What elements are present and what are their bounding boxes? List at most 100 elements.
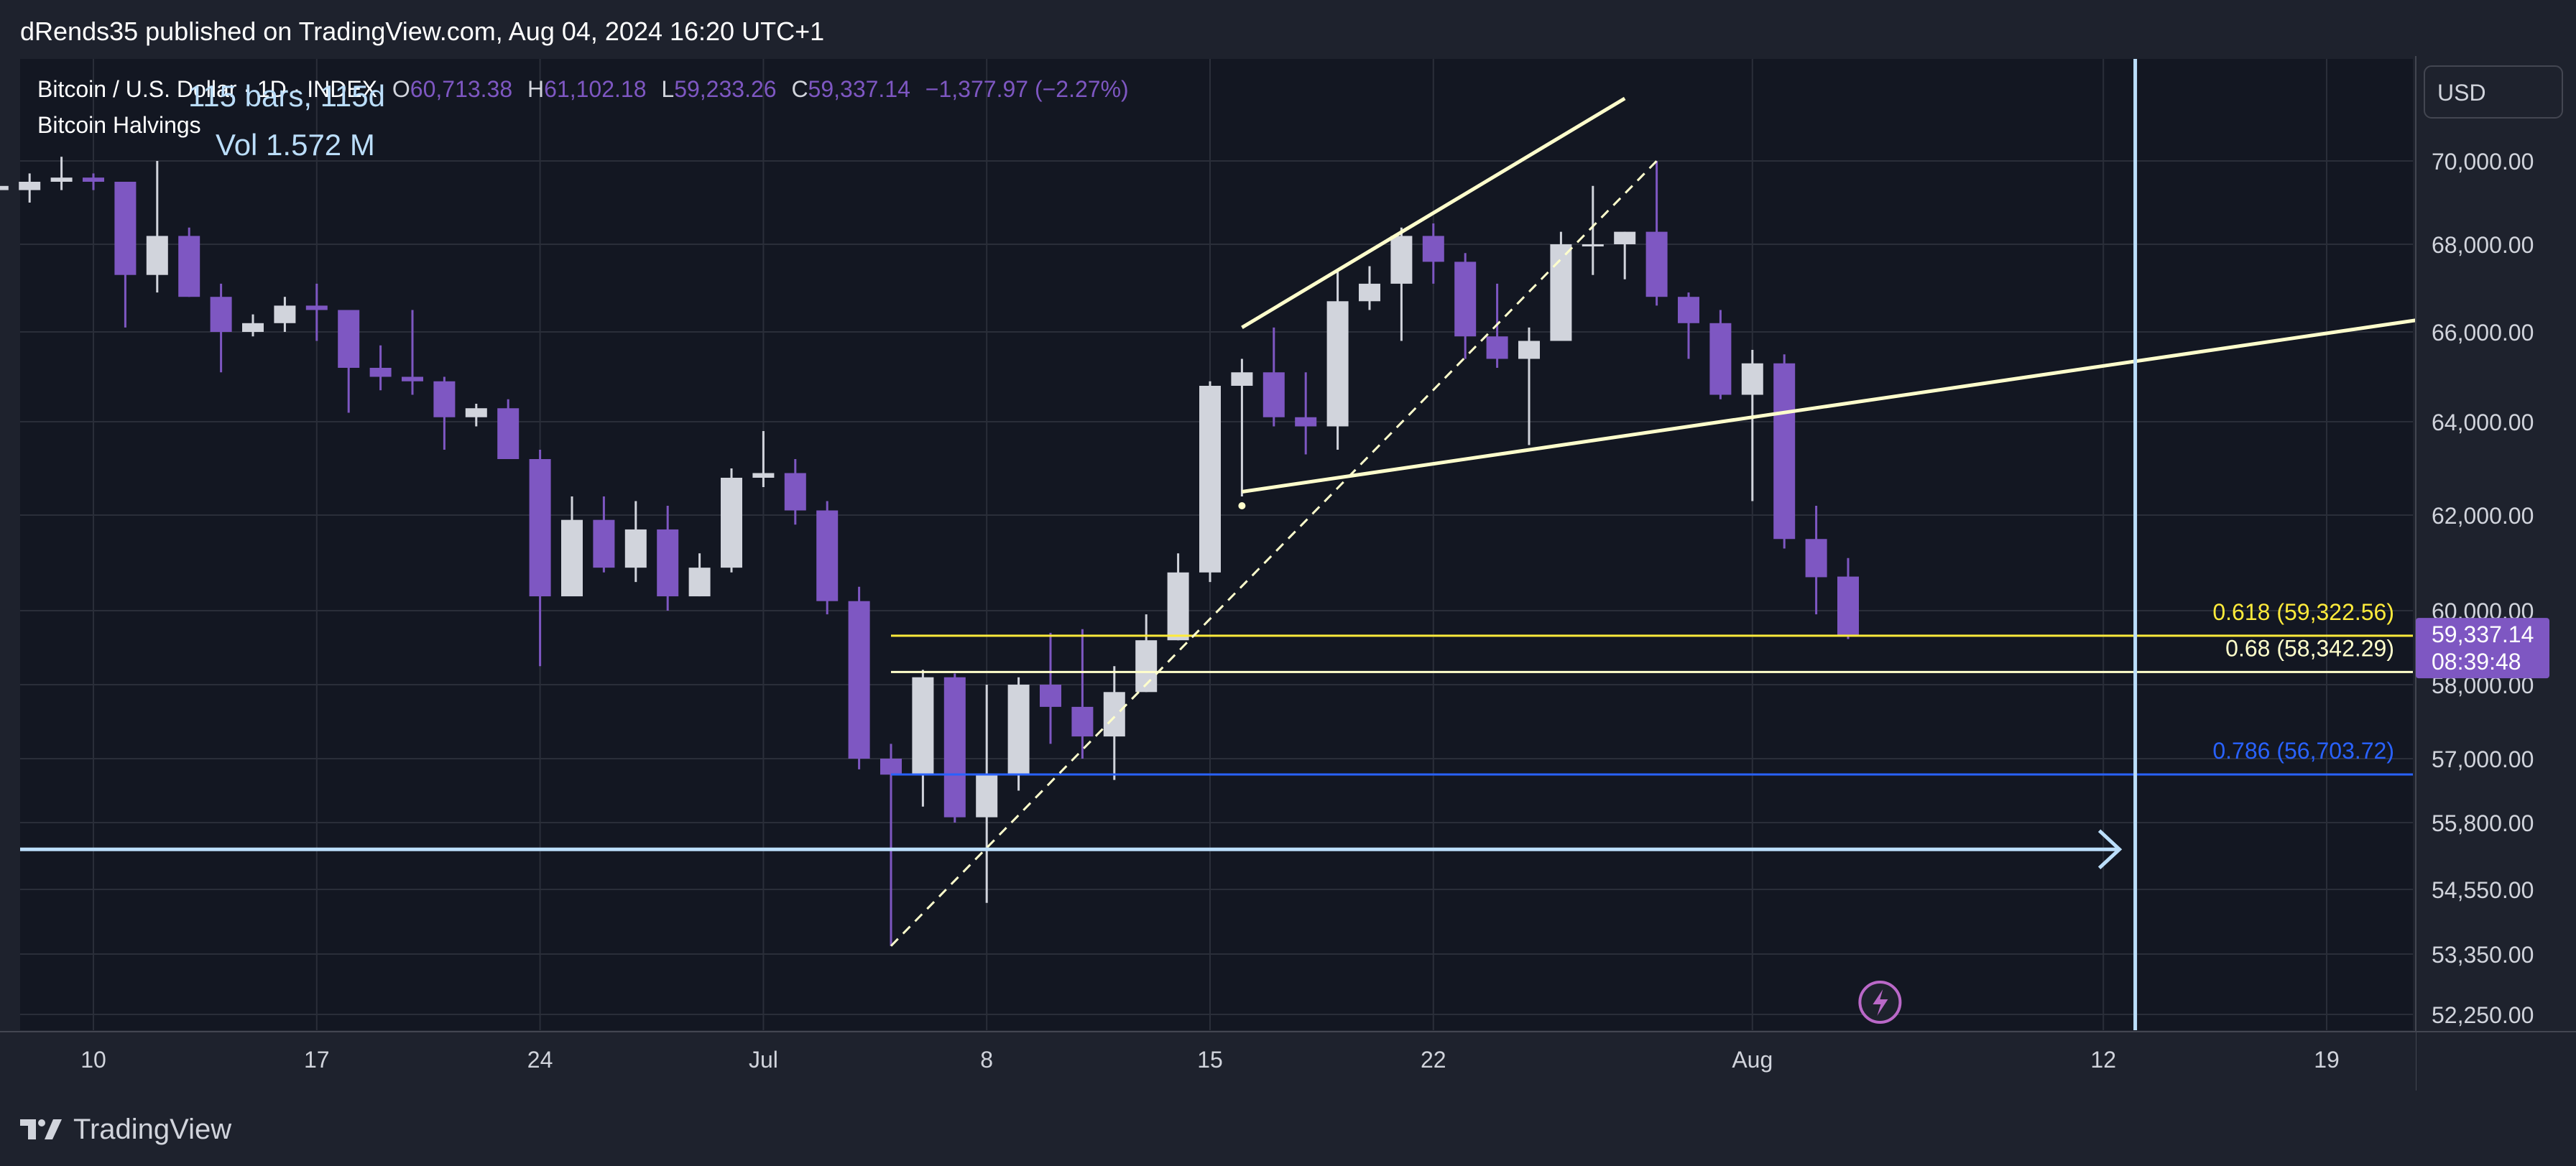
currency-box	[2424, 65, 2563, 119]
lightning-icon	[1873, 989, 1888, 1016]
candle	[1359, 266, 1380, 310]
candle	[752, 431, 775, 487]
legend-symbol[interactable]: Bitcoin / U.S. Dollar · 1D · INDEX	[37, 76, 377, 102]
candlestick-chart[interactable]: 0.618 (59,322.56) 0.68 (58,342.29) 0.786 (…	[0, 56, 2576, 1091]
candle-body	[912, 677, 934, 775]
candle-body	[83, 177, 104, 182]
candle-body	[497, 408, 520, 459]
fib-level-0.618-label: 0.618 (59,322.56)	[2212, 599, 2394, 625]
candle-body	[721, 478, 742, 568]
candle	[1709, 310, 1732, 399]
candle	[433, 376, 456, 450]
footer-brand[interactable]: TradingView	[73, 1114, 232, 1145]
candle-body	[1518, 341, 1540, 359]
candle	[1295, 372, 1317, 455]
y-tick-label: 55,800.00	[2432, 810, 2534, 836]
legend-h-label: H	[527, 76, 545, 102]
candle-body	[593, 519, 615, 568]
currency-label[interactable]: USD	[2437, 80, 2486, 106]
legend-change: −1,377.97 (−2.27%)	[925, 76, 1129, 102]
candle	[305, 283, 328, 341]
candle-body	[1422, 236, 1444, 262]
price-axis	[2416, 56, 2576, 1091]
candle	[816, 501, 839, 615]
candle-body	[1486, 336, 1508, 359]
y-tick-label: 53,350.00	[2432, 942, 2534, 968]
candle-body	[1199, 386, 1221, 573]
candle	[848, 586, 870, 769]
candle-body	[1326, 301, 1349, 427]
candle	[465, 404, 487, 427]
candle	[1741, 350, 1763, 501]
candle	[593, 496, 615, 573]
candle	[657, 506, 679, 611]
candle	[880, 744, 902, 946]
candle	[50, 157, 73, 190]
channel-upper-trendline	[1241, 96, 1626, 330]
candle-body	[529, 459, 551, 597]
tradingview-logo-icon[interactable]	[20, 1118, 63, 1141]
candle	[561, 496, 583, 597]
publisher-header: dRends35 published on TradingView.com, A…	[20, 13, 824, 50]
candle-body	[1805, 539, 1827, 578]
candle	[146, 161, 168, 293]
candle	[1614, 231, 1636, 279]
chart-area[interactable]: 0.618 (59,322.56) 0.68 (58,342.29) 0.786 (…	[0, 56, 2576, 1091]
indicator-label[interactable]: Bitcoin Halvings	[37, 112, 201, 138]
candle	[1167, 553, 1189, 641]
candle	[274, 297, 296, 332]
candle	[338, 310, 360, 413]
candle	[1837, 557, 1859, 639]
candle-body	[274, 305, 296, 323]
candle	[210, 283, 232, 373]
y-tick-label: 54,550.00	[2432, 877, 2534, 903]
candle-body	[369, 368, 392, 377]
fib-level-0.786-label: 0.786 (56,703.72)	[2212, 738, 2394, 764]
candle	[1390, 227, 1413, 341]
candle-body	[1262, 372, 1285, 417]
candle	[976, 685, 998, 903]
candle-body	[1071, 706, 1094, 737]
x-tick-label: 15	[1197, 1047, 1223, 1073]
candle-body	[657, 529, 679, 597]
y-tick-label: 57,000.00	[2432, 746, 2534, 772]
candle-body	[784, 473, 806, 511]
publisher-text: dRends35 published on TradingView.com, A…	[20, 17, 825, 46]
x-tick-label: Jul	[749, 1047, 778, 1073]
channel-lower-trendline	[1242, 308, 2487, 494]
candle-body	[976, 774, 998, 818]
x-tick-label: 24	[527, 1047, 553, 1073]
footer: TradingView	[20, 1112, 231, 1147]
candle-body	[688, 568, 711, 597]
y-tick-label: 70,000.00	[2432, 149, 2534, 175]
measure-arrow-head	[2097, 829, 2123, 870]
candle	[529, 450, 551, 667]
y-tick-label: 68,000.00	[2432, 232, 2534, 258]
candle-body	[210, 297, 232, 332]
candle-body	[402, 376, 423, 381]
last-price-badge	[2416, 618, 2549, 679]
x-tick-label: 19	[2314, 1047, 2340, 1073]
candle	[1486, 283, 1508, 368]
candle	[1645, 161, 1668, 306]
candle-body	[433, 381, 456, 417]
candle-body	[1773, 363, 1796, 540]
time-axis	[0, 1032, 2416, 1091]
candle-body	[465, 408, 487, 417]
candle	[1773, 354, 1796, 549]
candle	[497, 399, 520, 459]
candle	[1103, 666, 1125, 780]
fib-level-0.68-label: 0.68 (58,342.29)	[2225, 635, 2394, 661]
candle	[721, 468, 742, 573]
candle-body	[1614, 231, 1636, 244]
candle-body	[305, 305, 328, 310]
candle-body	[242, 323, 264, 332]
candle	[1518, 327, 1540, 445]
candle	[19, 173, 41, 203]
candle	[624, 501, 647, 583]
candle-body	[1040, 685, 1061, 707]
legend-o-label: O	[392, 76, 410, 102]
candle	[369, 345, 392, 391]
candle	[912, 670, 934, 807]
candle	[1454, 253, 1477, 359]
